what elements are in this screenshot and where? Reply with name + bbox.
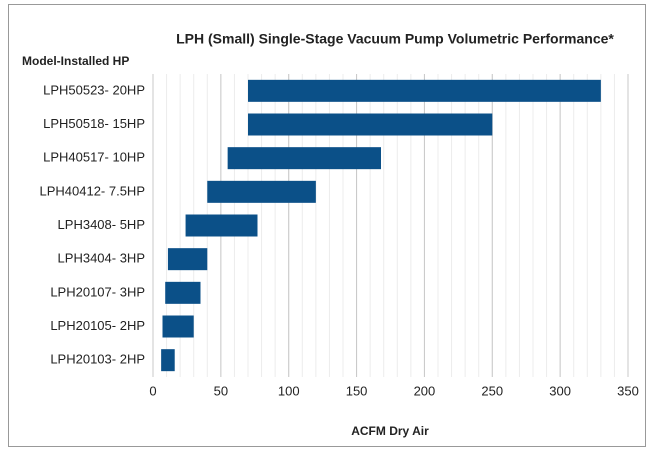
x-tick-label: 300 (549, 383, 571, 398)
chart-frame (8, 4, 646, 447)
y-tick-label: LPH50518- 15HP (43, 116, 145, 131)
x-tick-label: 200 (414, 383, 436, 398)
y-tick-label: LPH20103- 2HP (50, 352, 145, 367)
chart-title: LPH (Small) Single-Stage Vacuum Pump Vol… (176, 31, 614, 47)
x-tick-label: 350 (617, 383, 639, 398)
x-tick-label: 150 (346, 383, 368, 398)
y-axis-label: Model-Installed HP (22, 54, 129, 68)
bar (162, 315, 194, 338)
bar (161, 349, 175, 372)
bar (167, 248, 208, 271)
x-tick-label: 0 (149, 383, 156, 398)
y-tick-label: LPH40517- 10HP (43, 150, 145, 165)
x-tick-label: 100 (278, 383, 300, 398)
x-axis-label: ACFM Dry Air (351, 424, 429, 438)
bar (248, 79, 601, 102)
bar (207, 180, 316, 203)
x-tick-label: 250 (481, 383, 503, 398)
y-tick-label: LPH20105- 2HP (50, 318, 145, 333)
bar (165, 281, 201, 304)
y-tick-label: LPH50523- 20HP (43, 82, 145, 97)
y-tick-label: LPH3404- 3HP (58, 251, 145, 266)
y-tick-label: LPH20107- 3HP (50, 284, 145, 299)
y-tick-label: LPH3408- 5HP (58, 217, 145, 232)
bar (248, 113, 493, 136)
y-tick-label: LPH40412- 7.5HP (39, 183, 145, 198)
x-tick-label: 50 (214, 383, 228, 398)
bar (185, 214, 258, 237)
bar (227, 147, 381, 170)
